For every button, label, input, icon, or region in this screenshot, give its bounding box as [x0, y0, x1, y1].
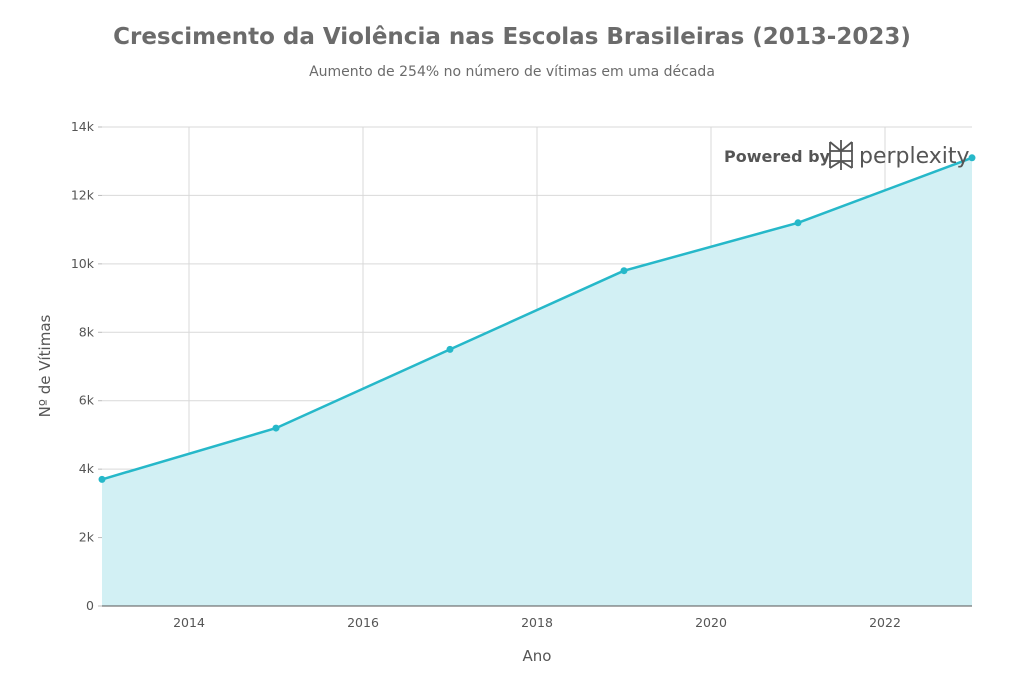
- series-line: [101, 156, 973, 481]
- data-point: [98, 475, 106, 483]
- watermark-prefix: Powered by: [724, 147, 831, 166]
- y-tick-label: 10k: [71, 256, 95, 271]
- data-point: [794, 219, 802, 227]
- chart-subtitle: Aumento de 254% no número de vítimas em …: [309, 64, 715, 80]
- x-tick-label: 2020: [695, 615, 727, 630]
- x-axis-label: Ano: [523, 647, 552, 665]
- x-tick-label: 2016: [347, 615, 379, 630]
- chart-title: Crescimento da Violência nas Escolas Bra…: [113, 24, 911, 50]
- perplexity-logo-icon: [829, 140, 853, 170]
- y-axis-label: Nº de Vítimas: [36, 314, 54, 417]
- y-tick-label: 6k: [79, 393, 95, 408]
- y-tick-label: 12k: [71, 187, 95, 202]
- data-point: [446, 345, 454, 353]
- y-tick-label: 2k: [79, 530, 95, 545]
- y-tick-label: 8k: [79, 324, 95, 339]
- area-fill: [102, 157, 972, 607]
- area-series: [98, 154, 976, 607]
- data-point: [620, 267, 628, 275]
- y-tick-label: 0: [86, 598, 94, 613]
- data-point: [968, 154, 976, 162]
- axis-ticks: 0 2k 4k 6k 8k 10k 12k 14k 2014 2016 2018 2020 2022: [71, 119, 901, 630]
- y-tick-label: 14k: [71, 119, 95, 134]
- x-tick-label: 2022: [869, 615, 901, 630]
- x-tick-label: 2018: [521, 615, 553, 630]
- data-point: [272, 424, 280, 432]
- watermark: Powered by perplexity: [724, 140, 970, 170]
- watermark-brand: perplexity: [859, 144, 970, 169]
- x-tick-label: 2014: [173, 615, 205, 630]
- y-tick-label: 4k: [79, 461, 95, 476]
